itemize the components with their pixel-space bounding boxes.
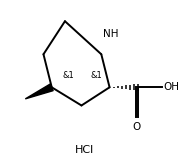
Text: NH: NH xyxy=(103,29,119,39)
Text: HCl: HCl xyxy=(75,145,94,155)
Text: &1: &1 xyxy=(91,71,102,80)
Text: &1: &1 xyxy=(62,71,74,80)
Text: O: O xyxy=(132,122,141,132)
Text: OH: OH xyxy=(163,82,179,92)
Polygon shape xyxy=(25,84,53,99)
